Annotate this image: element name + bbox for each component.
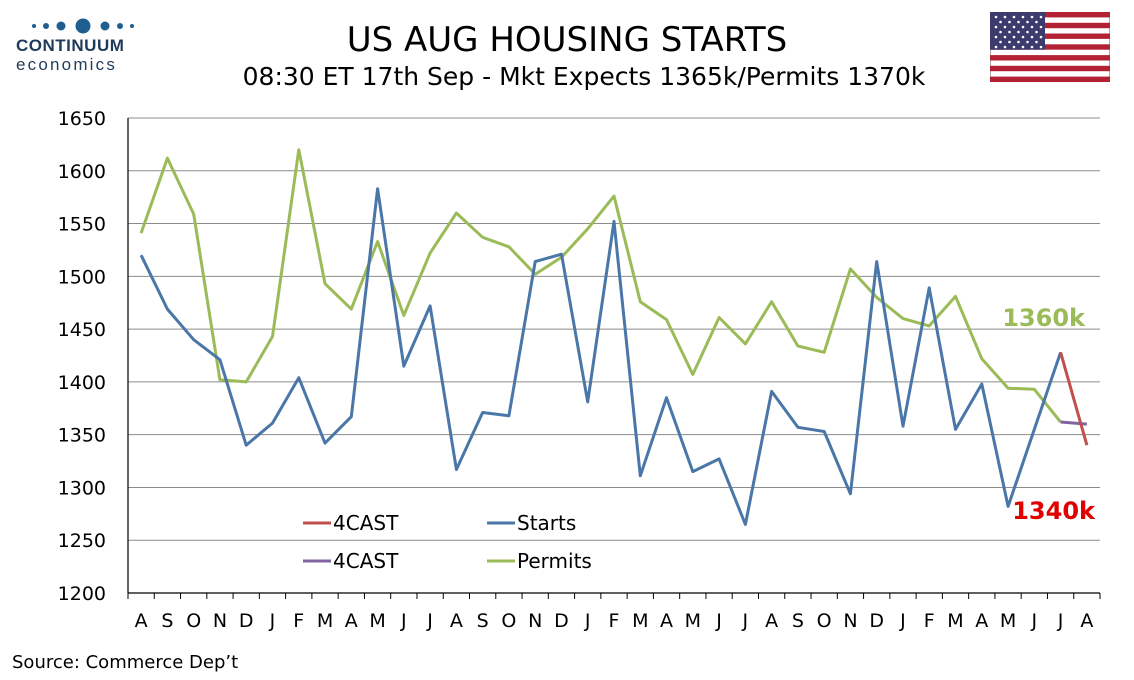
x-tick-label: J bbox=[400, 610, 407, 632]
logo-name: CONTINUUM bbox=[16, 36, 125, 55]
y-tick-label: 1250 bbox=[58, 530, 106, 552]
x-tick-label: S bbox=[792, 610, 804, 632]
x-tick-label: M bbox=[317, 610, 333, 632]
x-tick-label: M bbox=[685, 610, 701, 632]
x-tick-label: J bbox=[742, 610, 749, 632]
annotation-starts-forecast: 1340k bbox=[1012, 497, 1096, 525]
x-tick-label: D bbox=[239, 610, 254, 632]
series-line-4cast bbox=[1060, 420, 1088, 426]
y-tick-label: 1300 bbox=[58, 477, 106, 499]
y-tick-label: 1450 bbox=[58, 319, 106, 341]
x-tick-label: J bbox=[715, 610, 722, 632]
chart-subtitle: 08:30 ET 17th Sep - Mkt Expects 1365k/Pe… bbox=[242, 62, 926, 91]
series-line-permits bbox=[139, 148, 1062, 423]
x-tick-label: D bbox=[554, 610, 569, 632]
y-tick-label: 1650 bbox=[58, 108, 106, 130]
y-tick-label: 1200 bbox=[58, 583, 106, 605]
y-tick-label: 1600 bbox=[58, 161, 106, 183]
x-tick-label: F bbox=[293, 610, 304, 632]
legend-label-4cast: 4CAST bbox=[333, 511, 399, 535]
x-tick-label: A bbox=[135, 610, 148, 632]
x-tick-label: N bbox=[213, 610, 227, 632]
annotation-permits-forecast: 1360k bbox=[1002, 304, 1086, 332]
x-tick-label: J bbox=[426, 610, 433, 632]
x-tick-label: M bbox=[632, 610, 648, 632]
logo-subtitle: economics bbox=[16, 55, 118, 74]
x-tick-label: A bbox=[975, 610, 988, 632]
x-tick-label: N bbox=[843, 610, 857, 632]
x-tick-label: O bbox=[501, 610, 516, 632]
legend-label-permits: Permits bbox=[517, 549, 592, 573]
series-line-4cast bbox=[1059, 351, 1089, 446]
x-tick-label: F bbox=[609, 610, 620, 632]
x-tick-label: A bbox=[660, 610, 673, 632]
x-tick-label: N bbox=[528, 610, 542, 632]
us-flag-icon bbox=[990, 12, 1110, 82]
x-tick-label: M bbox=[947, 610, 963, 632]
series-line-starts bbox=[139, 187, 1063, 526]
y-tick-label: 1500 bbox=[58, 266, 106, 288]
x-tick-label: J bbox=[1057, 610, 1064, 632]
y-tick-label: 1350 bbox=[58, 425, 106, 447]
x-tick-label: J bbox=[269, 610, 276, 632]
x-tick-label: S bbox=[161, 610, 173, 632]
x-tick-label: O bbox=[817, 610, 832, 632]
x-tick-label: A bbox=[765, 610, 778, 632]
x-tick-label: O bbox=[186, 610, 201, 632]
legend-label-4cast: 4CAST bbox=[333, 549, 399, 573]
x-tick-label: J bbox=[584, 610, 591, 632]
logo-dots-icon bbox=[32, 18, 134, 34]
x-tick-label: A bbox=[1080, 610, 1093, 632]
y-tick-label: 1400 bbox=[58, 372, 106, 394]
source-note: Source: Commerce Dep’t bbox=[12, 652, 239, 673]
x-tick-label: F bbox=[924, 610, 935, 632]
x-tick-label: M bbox=[1000, 610, 1016, 632]
y-tick-label: 1550 bbox=[58, 214, 106, 236]
x-tick-label: J bbox=[899, 610, 906, 632]
x-tick-label: A bbox=[345, 610, 358, 632]
x-tick-label: S bbox=[477, 610, 489, 632]
x-tick-label: D bbox=[869, 610, 884, 632]
x-tick-label: M bbox=[369, 610, 385, 632]
x-tick-label: J bbox=[1031, 610, 1038, 632]
x-tick-label: A bbox=[450, 610, 463, 632]
chart-title: US AUG HOUSING STARTS bbox=[346, 20, 788, 60]
legend-label-starts: Starts bbox=[517, 511, 576, 535]
